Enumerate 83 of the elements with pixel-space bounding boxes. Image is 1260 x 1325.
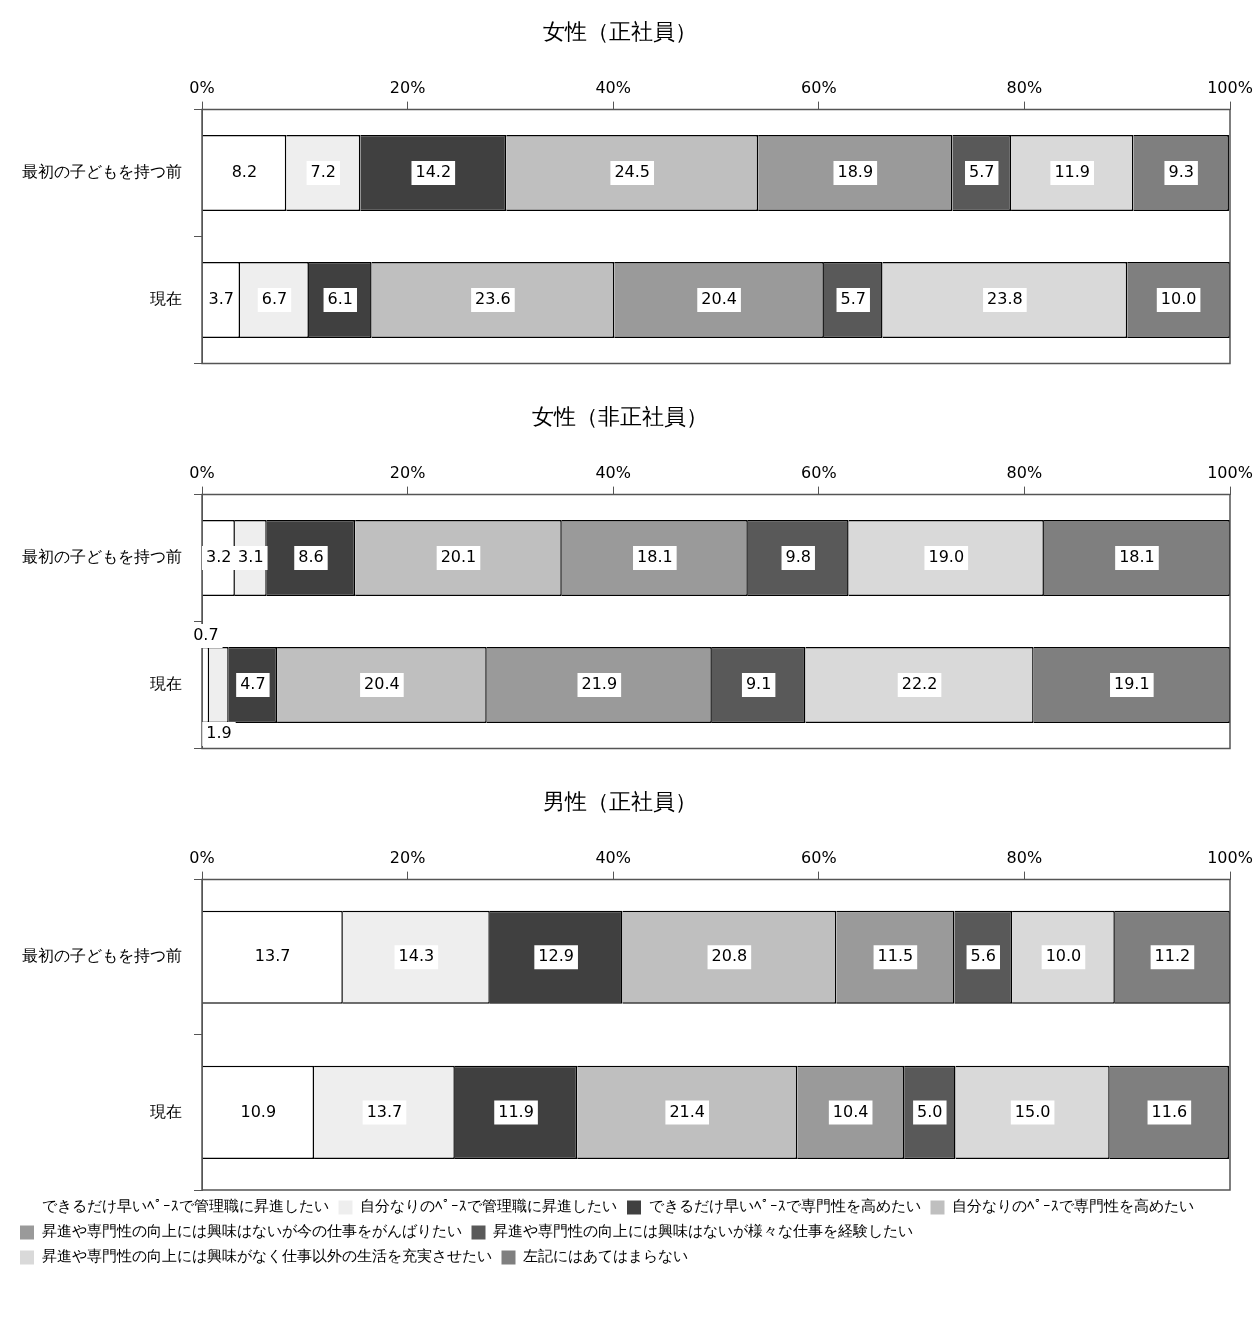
- data-label: 20.8: [711, 946, 748, 966]
- data-label: 0.7: [193, 625, 219, 645]
- legend-label: 昇進や専門性の向上には興味はないが今の仕事をがんばりたい: [41, 1222, 462, 1241]
- y-tick-label: 最初の子どもを持つ前: [22, 946, 182, 966]
- data-label: 19.1: [1114, 674, 1150, 694]
- text: できるだけ早いﾍﾟｰｽで管理職に昇進したい: [41, 1197, 329, 1216]
- x-tick-label: 60%: [801, 78, 837, 98]
- data-label: 23.6: [475, 289, 511, 309]
- data-label: 20.4: [701, 289, 737, 309]
- data-label: 1.9: [206, 723, 232, 743]
- x-tick-label: 0%: [189, 78, 215, 98]
- data-label: 8.2: [231, 162, 258, 182]
- x-tick-label: 40%: [595, 463, 631, 483]
- data-label: 3.1: [238, 547, 264, 567]
- data-label: 7.2: [310, 162, 337, 182]
- data-label: 18.1: [1119, 547, 1155, 567]
- data-label: 9.1: [745, 674, 772, 694]
- x-tick-label: 60%: [801, 463, 837, 483]
- data-label: 13.7: [254, 946, 291, 966]
- data-label: 20.4: [364, 674, 400, 694]
- data-label: 10.0: [1160, 289, 1197, 309]
- data-label: 21.4: [669, 1101, 706, 1121]
- chart-title: 女性（非正社員）: [532, 403, 708, 429]
- legend-label: できるだけ早いﾍﾟｰｽで専門性を高めたい: [648, 1197, 921, 1216]
- legend-label: 自分なりのﾍﾟｰｽで専門性を高めたい: [952, 1197, 1194, 1216]
- data-label: 10.4: [832, 1101, 869, 1121]
- legend-label: 昇進や専門性の向上には興味はないが様々な仕事を経験したい: [493, 1222, 913, 1241]
- data-label: 24.5: [614, 162, 651, 182]
- data-label: 4.7: [240, 674, 266, 694]
- x-tick-label: 100%: [1207, 848, 1253, 868]
- data-label: 12.9: [538, 946, 574, 966]
- data-label: 3.2: [205, 547, 232, 567]
- data-label: 10.9: [240, 1101, 277, 1121]
- data-label: 15.0: [1014, 1101, 1051, 1121]
- data-label: 11.6: [1151, 1101, 1188, 1121]
- data-label: 23.8: [987, 289, 1023, 309]
- x-tick-label: 40%: [595, 78, 631, 98]
- x-tick-label: 80%: [1006, 848, 1043, 868]
- x-tick-label: 0%: [189, 848, 215, 868]
- data-label: 21.9: [581, 674, 618, 694]
- data-label: 8.6: [298, 547, 324, 567]
- x-tick-label: 60%: [801, 848, 837, 868]
- data-label: 20.1: [440, 547, 477, 567]
- data-label: 14.3: [398, 946, 435, 966]
- data-label: 9.8: [785, 547, 811, 567]
- data-label: 5.7: [969, 162, 995, 182]
- y-tick-label: 最初の子どもを持つ前: [22, 162, 182, 182]
- x-tick-label: 80%: [1006, 463, 1043, 483]
- data-label: 9.3: [1168, 162, 1194, 182]
- data-label: 18.9: [837, 162, 874, 182]
- data-label: 11.2: [1154, 946, 1191, 966]
- x-tick-label: 0%: [189, 463, 215, 483]
- data-label: 5.6: [970, 946, 997, 966]
- y-tick-label: 最初の子どもを持つ前: [22, 547, 182, 567]
- data-label: 5.7: [840, 289, 866, 309]
- chart-title: 女性（正社員）: [543, 18, 697, 44]
- data-label: 22.2: [901, 674, 938, 694]
- x-tick-label: 100%: [1207, 463, 1253, 483]
- x-tick-label: 20%: [389, 78, 426, 98]
- x-tick-label: 40%: [595, 848, 631, 868]
- x-tick-label: 100%: [1207, 78, 1253, 98]
- y-tick-label: 現在: [150, 1101, 182, 1121]
- data-label: 14.2: [415, 162, 452, 182]
- x-tick-label: 20%: [389, 463, 426, 483]
- data-label: 11.9: [1054, 162, 1091, 182]
- data-label: 11.5: [877, 946, 914, 966]
- chart-title: 男性（正社員）: [543, 788, 697, 814]
- legend-label: 昇進や専門性の向上には興味がなく仕事以外の生活を充実させたい: [41, 1247, 492, 1266]
- data-label: 6.7: [261, 289, 288, 309]
- data-label: 3.7: [208, 289, 234, 309]
- y-tick-label: 現在: [150, 289, 182, 309]
- legend-label: 自分なりのﾍﾟｰｽで管理職に昇進したい: [360, 1197, 617, 1216]
- x-tick-label: 80%: [1006, 78, 1043, 98]
- data-label: 10.0: [1045, 946, 1082, 966]
- data-label: 6.1: [327, 289, 353, 309]
- data-label: 18.1: [637, 547, 673, 567]
- data-label: 5.0: [917, 1101, 943, 1121]
- data-label: 11.9: [498, 1101, 534, 1121]
- y-tick-label: 現在: [150, 674, 182, 694]
- data-label: 19.0: [928, 547, 965, 567]
- legend-label: 左記にはあてはまらない: [523, 1247, 688, 1266]
- data-label: 13.7: [366, 1101, 403, 1121]
- x-tick-label: 20%: [389, 848, 426, 868]
